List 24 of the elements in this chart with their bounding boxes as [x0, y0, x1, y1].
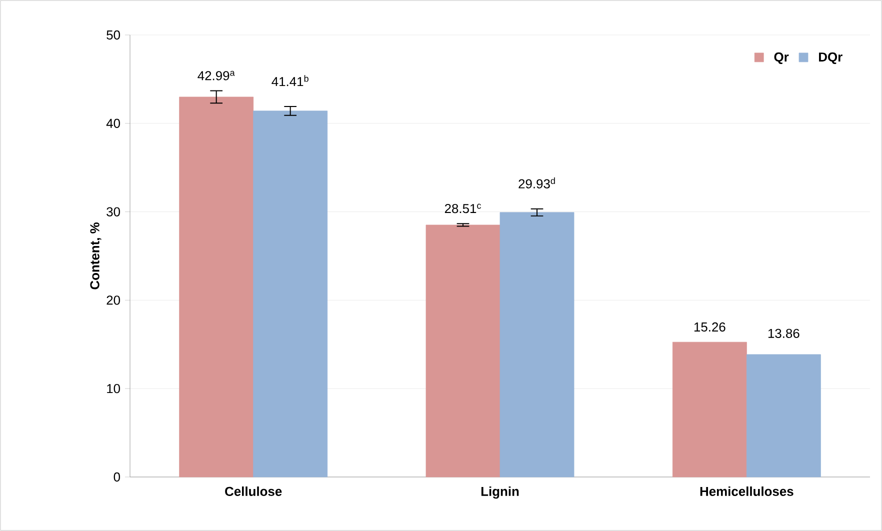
y-tick-label: 40 — [106, 118, 120, 128]
data-label: 42.99$^{a}$ — [198, 70, 235, 80]
data-label: 29.93$^{d}$ — [518, 177, 555, 188]
data-label: 13.86 — [768, 328, 800, 338]
y-tick-label: 20 — [106, 296, 120, 305]
bar — [426, 224, 500, 478]
data-label: 41.41$^{b}$ — [272, 75, 308, 86]
bar — [253, 110, 328, 478]
y-tick-label: 30 — [106, 207, 120, 216]
legend-label: Qr — [774, 52, 789, 64]
x-tick-label: Lignin — [481, 486, 519, 499]
data-label: 28.51$^{c}$ — [444, 204, 481, 214]
y-axis-title: Content, % — [90, 222, 102, 290]
y-tick-label: 0 — [114, 472, 120, 482]
y-tick-label: 10 — [107, 384, 120, 394]
x-tick-label: Cellulose — [225, 486, 282, 496]
y-tick-label: 50 — [106, 30, 120, 40]
data-label: 15.26 — [694, 322, 726, 332]
legend-label: DQr — [819, 52, 842, 64]
bar — [672, 342, 747, 478]
bar — [179, 96, 254, 478]
x-tick-label: Hemicelluloses — [700, 486, 794, 496]
bar — [746, 354, 821, 478]
bar — [500, 212, 574, 478]
